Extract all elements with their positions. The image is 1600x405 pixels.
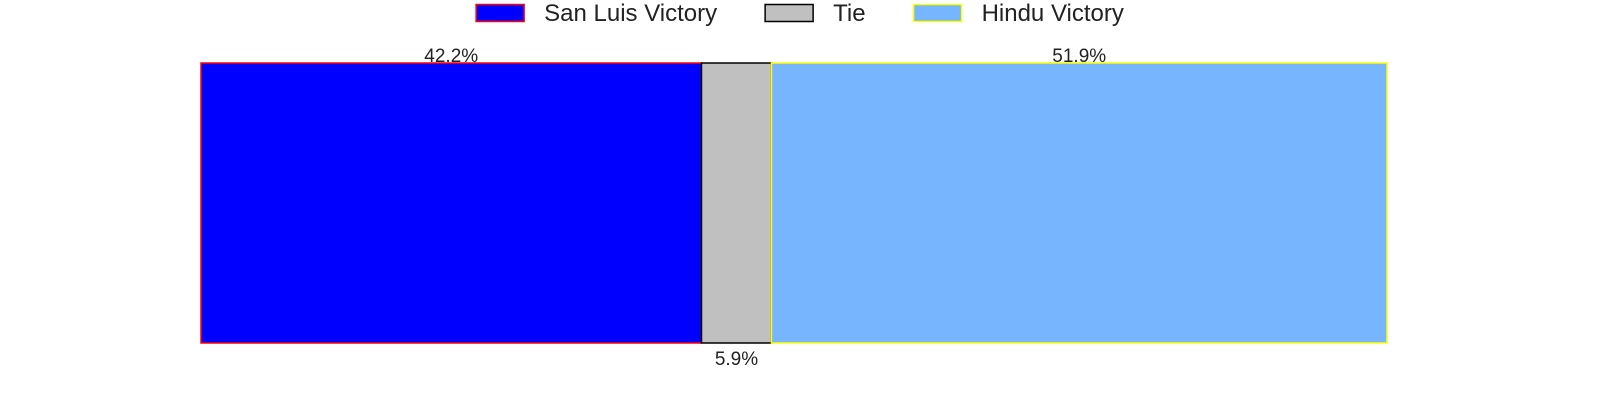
bar-segment-hindu-victory (770, 62, 1388, 344)
legend-swatch-san-luis-victory (475, 3, 525, 23)
bar-group (200, 62, 1388, 344)
legend-swatch-tie (764, 3, 814, 23)
legend-label-san-luis-victory: San Luis Victory (544, 0, 717, 27)
legend: San Luis Victory Tie Hindu Victory (475, 0, 1124, 27)
legend-label-tie: Tie (833, 0, 865, 27)
data-label-hindu-victory: 51.9% (1052, 46, 1106, 67)
data-label-tie: 5.9% (715, 349, 758, 370)
data-label-group: 42.2% 5.9% 51.9% (424, 46, 1106, 370)
bar-segment-tie (700, 62, 773, 344)
bar-segment-san-luis-victory (200, 62, 703, 344)
legend-swatch-hindu-victory (912, 3, 963, 23)
data-label-san-luis-victory: 42.2% (424, 46, 478, 67)
legend-label-hindu-victory: Hindu Victory (982, 0, 1124, 27)
